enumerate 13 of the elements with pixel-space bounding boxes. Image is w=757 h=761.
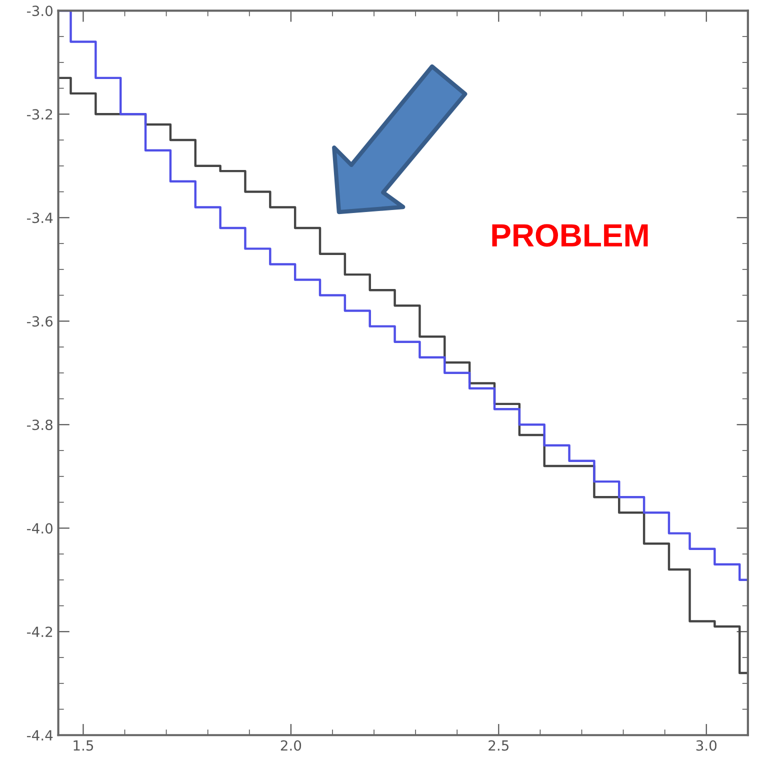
y-tick-label: -3.0	[27, 6, 53, 16]
x-tick-label: 3.0	[696, 740, 716, 751]
x-tick-label: 2.0	[280, 740, 302, 751]
annotation: PROBLEM	[492, 224, 648, 247]
x-tick-label: 2.5	[488, 740, 508, 751]
x-tick-label: 1.5	[74, 740, 94, 751]
y-tick-label: -3.8	[27, 420, 52, 430]
y-tick-label: -4.0	[27, 523, 53, 534]
y-tick-label: -3.6	[27, 316, 53, 327]
y-tick-label: -4.4	[27, 730, 53, 740]
y-tick-label: -4.2	[27, 626, 52, 637]
y-tick-label: -3.4	[27, 212, 53, 224]
y-tick-label: -3.2	[27, 109, 52, 120]
